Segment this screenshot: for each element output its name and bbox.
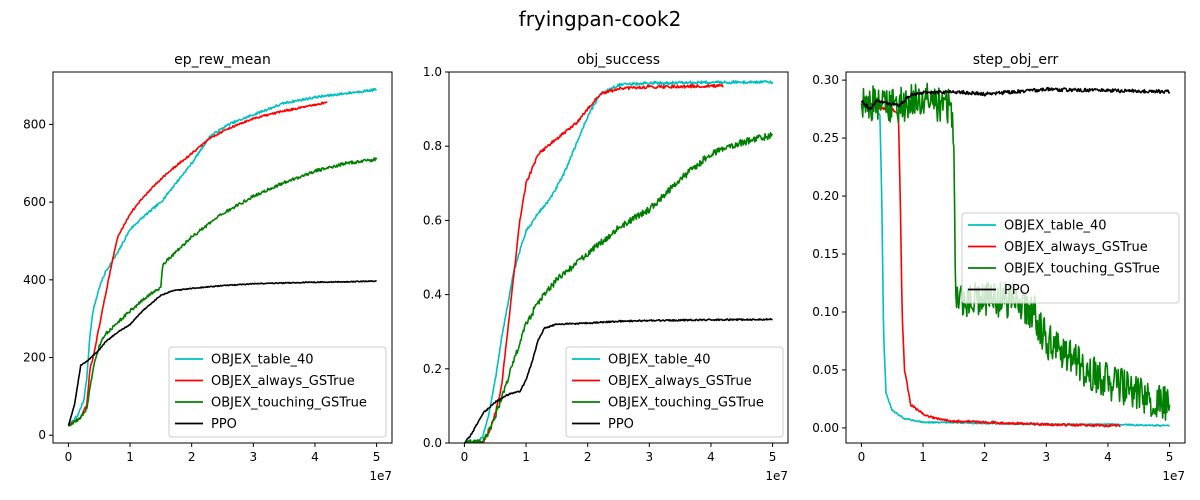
- series-line-PPO: [67, 280, 377, 426]
- series-lines: [860, 82, 1171, 428]
- x-offset-label: 1e7: [369, 469, 392, 483]
- legend-label: PPO: [1004, 283, 1030, 298]
- x-tick-label: 2: [981, 450, 989, 464]
- y-tick-label: 800: [23, 117, 46, 131]
- legend-label: OBJEX_always_GSTrue: [608, 374, 752, 389]
- legend-label: OBJEX_always_GSTrue: [1004, 240, 1148, 255]
- y-tick-label: 0.15: [812, 247, 839, 261]
- x-tick-label: 3: [1042, 450, 1050, 464]
- panel-title: obj_success: [577, 52, 660, 68]
- x-offset-label: 1e7: [1162, 469, 1185, 483]
- y-tick-label: 0.6: [423, 213, 442, 227]
- y-tick-label: 0.0: [423, 436, 442, 450]
- legend: OBJEX_table_40 OBJEX_always_GSTrue OBJEX_t…: [961, 212, 1180, 304]
- y-tick-label: 1.0: [423, 65, 442, 79]
- legend: OBJEX_table_40 OBJEX_always_GSTrue OBJEX_t…: [565, 346, 784, 438]
- x-tick-label: 0: [461, 450, 469, 464]
- legend-label: OBJEX_touching_GSTrue: [211, 396, 367, 411]
- series-line-OBJEX_touching_GSTrue: [68, 157, 378, 427]
- series-line-PPO: [860, 86, 1171, 111]
- x-tick-label: 5: [769, 450, 777, 464]
- legend-label: OBJEX_table_40: [1004, 219, 1107, 234]
- panel-title: step_obj_err: [973, 52, 1059, 68]
- x-tick-label: 4: [707, 450, 715, 464]
- axes-frame: [448, 71, 789, 444]
- y-tick-label: 600: [23, 195, 46, 209]
- x-tick-label: 5: [1166, 450, 1174, 464]
- series-line-OBJEX_touching_GSTrue: [860, 82, 1171, 421]
- y-tick-label: 0.2: [423, 362, 442, 376]
- chart-panel-obj_success: obj_success 0 1 2 3 4 5 0.0 0.2 0.4 0.6 0.8 1.0 1e7 OB…: [423, 52, 789, 483]
- legend-box: [168, 346, 387, 438]
- series-line-OBJEX_always_GSTrue: [860, 100, 1121, 428]
- y-tick-label: 0.4: [423, 288, 442, 302]
- x-tick-label: 1: [522, 450, 530, 464]
- series-lines: [463, 79, 774, 443]
- y-tick-label: 0.8: [423, 139, 442, 153]
- x-offset-label: 1e7: [765, 469, 788, 483]
- y-tick-label: 0: [38, 428, 46, 442]
- legend-box: [961, 212, 1180, 304]
- legend-label: OBJEX_touching_GSTrue: [1004, 262, 1160, 277]
- y-tick-label: 0.20: [812, 189, 839, 203]
- y-tick-label: 0.05: [812, 363, 839, 377]
- y-tick-label: 400: [23, 273, 46, 287]
- series-line-PPO: [463, 317, 773, 443]
- x-tick-label: 0: [65, 450, 73, 464]
- y-tick-label: 0.10: [812, 305, 839, 319]
- legend: OBJEX_table_40 OBJEX_always_GSTrue OBJEX_t…: [168, 346, 387, 438]
- x-tick-label: 4: [311, 450, 319, 464]
- series-line-OBJEX_table_40: [68, 87, 378, 427]
- x-tick-label: 3: [249, 450, 257, 464]
- series-lines: [67, 87, 378, 427]
- chart-panel-ep_rew_mean: ep_rew_mean 0 1 2 3 4 5 0 200 400 600 800 1e7 OBJEX_t…: [23, 52, 393, 483]
- legend-label: OBJEX_touching_GSTrue: [608, 396, 764, 411]
- y-tick-label: 200: [23, 351, 46, 365]
- series-line-OBJEX_always_GSTrue: [68, 101, 328, 427]
- x-tick-label: 3: [645, 450, 653, 464]
- figure-title: fryingpan-cook2: [519, 7, 682, 31]
- axes-frame: [845, 71, 1186, 444]
- x-tick-label: 4: [1104, 450, 1112, 464]
- series-line-OBJEX_table_40: [464, 79, 774, 443]
- y-tick-label: 0.30: [812, 73, 839, 87]
- legend-label: OBJEX_table_40: [211, 353, 314, 368]
- legend-label: OBJEX_always_GSTrue: [211, 374, 355, 389]
- x-tick-label: 5: [373, 450, 381, 464]
- series-line-OBJEX_always_GSTrue: [464, 83, 724, 443]
- x-tick-label: 0: [858, 450, 866, 464]
- x-tick-label: 2: [584, 450, 592, 464]
- chart-panel-step_obj_err: step_obj_err 0 1 2 3 4 5 0.00 0.05 0.10 0.15 0.20 0.…: [812, 52, 1186, 483]
- legend-box: [565, 346, 784, 438]
- legend-label: PPO: [608, 417, 634, 432]
- series-line-OBJEX_touching_GSTrue: [464, 131, 774, 443]
- y-tick-label: 0.25: [812, 131, 839, 145]
- legend-label: OBJEX_table_40: [608, 353, 711, 368]
- panel-title: ep_rew_mean: [174, 52, 271, 68]
- axes-frame: [52, 71, 393, 444]
- x-tick-label: 1: [919, 450, 927, 464]
- legend-label: PPO: [211, 417, 237, 432]
- x-tick-label: 1: [126, 450, 134, 464]
- x-tick-label: 2: [188, 450, 196, 464]
- y-tick-label: 0.00: [812, 421, 839, 435]
